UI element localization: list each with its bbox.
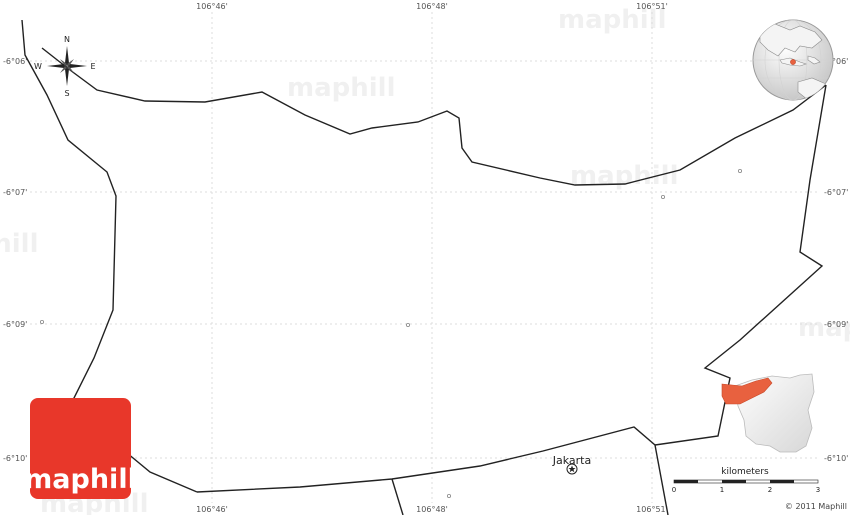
latitude-label-right: -6°10' <box>824 454 848 463</box>
city-label: Jakarta <box>552 454 591 467</box>
watermark: maphill <box>558 5 667 35</box>
location-dot <box>661 194 666 199</box>
longitude-label-top: 106°46' <box>196 2 228 11</box>
watermark: maphill <box>287 73 396 103</box>
latitude-label-right: -6°07' <box>824 188 848 197</box>
compass-south-label: S <box>64 89 69 98</box>
region-borders <box>21 19 827 515</box>
longitude-label-top: 106°51' <box>636 2 668 11</box>
location-dots <box>40 168 743 498</box>
latitude-label-left: -6°06' <box>3 57 27 66</box>
scale-bar: kilometers 0 1 2 3 <box>672 467 820 494</box>
longitude-label-bottom: 106°46' <box>196 505 228 514</box>
compass-east-label: E <box>90 62 95 71</box>
scale-tick-label: 3 <box>816 486 820 494</box>
watermark: maphill <box>798 313 850 343</box>
scale-tick-label: 2 <box>768 486 772 494</box>
longitude-label-bottom: 106°51' <box>636 505 668 514</box>
location-dot <box>405 322 410 327</box>
latitude-label-right: -6°09' <box>824 320 848 329</box>
latitude-label-left: -6°09' <box>3 320 27 329</box>
globe-locator <box>752 19 834 101</box>
compass-star-icon <box>47 46 87 86</box>
inset-region-map <box>721 373 815 453</box>
graticule <box>30 12 820 503</box>
latitude-label-left: -6°07' <box>3 188 27 197</box>
inset-highlight-region <box>721 377 773 405</box>
location-dot <box>738 168 743 173</box>
logo-text: maphill <box>24 464 137 495</box>
region-border-east <box>654 84 827 446</box>
scale-bar-title: kilometers <box>721 467 769 477</box>
watermarks: maphill maphill maphill maphill maphill … <box>0 5 850 515</box>
latitude-label-right: -6°06' <box>824 57 848 66</box>
region-border-south <box>196 426 669 515</box>
latitude-label-left: -6°10' <box>3 454 27 463</box>
region-border-coastline <box>41 47 827 186</box>
capital-star-icon <box>566 463 578 475</box>
compass-west-label: W <box>34 62 42 71</box>
compass-north-label: N <box>64 35 70 44</box>
city-marker-jakarta[interactable]: Jakarta <box>551 453 592 475</box>
region-border-branch <box>391 478 404 515</box>
scale-tick-label: 1 <box>720 486 724 494</box>
coordinate-labels: 106°46' 106°48' 106°51' 106°46' 106°48' … <box>3 2 848 514</box>
location-dot <box>40 319 45 324</box>
scale-tick-label: 0 <box>672 486 676 494</box>
longitude-label-bottom: 106°48' <box>416 505 448 514</box>
longitude-label-top: 106°48' <box>416 2 448 11</box>
watermark: maphill <box>0 229 39 259</box>
maphill-logo[interactable]: maphill <box>24 398 137 499</box>
copyright-text: © 2011 Maphill <box>785 502 847 511</box>
globe-highlight-marker <box>790 59 796 65</box>
location-dot <box>446 493 451 498</box>
compass-rose: N S E W <box>34 35 95 98</box>
watermark: maphill <box>570 161 679 191</box>
